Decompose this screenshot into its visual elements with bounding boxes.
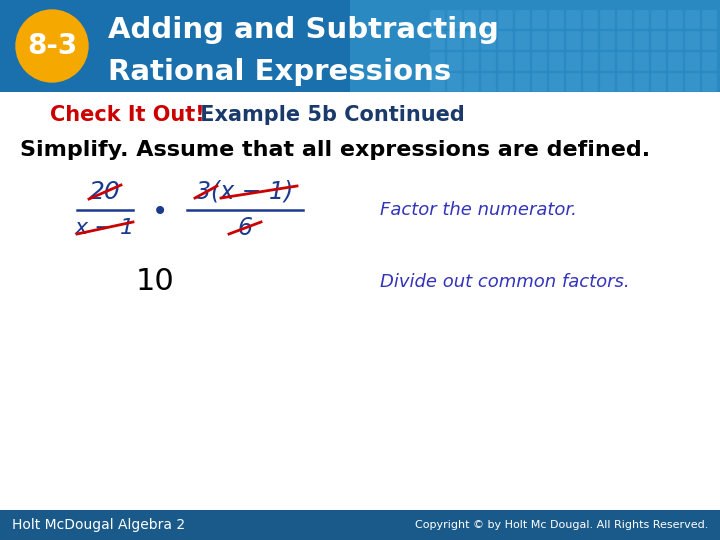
FancyBboxPatch shape [566, 10, 580, 28]
FancyBboxPatch shape [498, 10, 512, 28]
FancyBboxPatch shape [634, 73, 648, 91]
FancyBboxPatch shape [447, 10, 461, 28]
FancyBboxPatch shape [617, 52, 631, 70]
FancyBboxPatch shape [447, 52, 461, 70]
FancyBboxPatch shape [430, 73, 444, 91]
FancyBboxPatch shape [464, 31, 478, 49]
FancyBboxPatch shape [617, 10, 631, 28]
FancyBboxPatch shape [566, 73, 580, 91]
FancyBboxPatch shape [549, 52, 563, 70]
FancyBboxPatch shape [0, 0, 720, 92]
FancyBboxPatch shape [583, 31, 597, 49]
FancyBboxPatch shape [634, 31, 648, 49]
FancyBboxPatch shape [350, 0, 720, 92]
Text: Check It Out!: Check It Out! [50, 105, 204, 125]
FancyBboxPatch shape [464, 52, 478, 70]
FancyBboxPatch shape [668, 10, 682, 28]
FancyBboxPatch shape [498, 31, 512, 49]
Text: Factor the numerator.: Factor the numerator. [380, 201, 577, 219]
Circle shape [16, 10, 88, 82]
FancyBboxPatch shape [634, 52, 648, 70]
FancyBboxPatch shape [464, 73, 478, 91]
Text: 8-3: 8-3 [27, 32, 77, 60]
FancyBboxPatch shape [617, 31, 631, 49]
FancyBboxPatch shape [447, 73, 461, 91]
FancyBboxPatch shape [583, 73, 597, 91]
Text: Rational Expressions: Rational Expressions [108, 58, 451, 86]
FancyBboxPatch shape [685, 10, 699, 28]
Text: Example 5b Continued: Example 5b Continued [193, 105, 464, 125]
FancyBboxPatch shape [566, 31, 580, 49]
FancyBboxPatch shape [498, 73, 512, 91]
FancyBboxPatch shape [532, 73, 546, 91]
FancyBboxPatch shape [481, 73, 495, 91]
FancyBboxPatch shape [464, 10, 478, 28]
FancyBboxPatch shape [668, 31, 682, 49]
FancyBboxPatch shape [498, 52, 512, 70]
FancyBboxPatch shape [515, 52, 529, 70]
FancyBboxPatch shape [532, 52, 546, 70]
FancyBboxPatch shape [430, 10, 444, 28]
Text: 3(x − 1): 3(x − 1) [197, 180, 294, 204]
Text: Simplify. Assume that all expressions are defined.: Simplify. Assume that all expressions ar… [20, 140, 650, 160]
FancyBboxPatch shape [447, 31, 461, 49]
FancyBboxPatch shape [702, 31, 716, 49]
FancyBboxPatch shape [702, 10, 716, 28]
FancyBboxPatch shape [481, 52, 495, 70]
FancyBboxPatch shape [651, 31, 665, 49]
Text: 10: 10 [135, 267, 174, 296]
Text: x − 1: x − 1 [75, 218, 135, 238]
FancyBboxPatch shape [685, 31, 699, 49]
FancyBboxPatch shape [651, 73, 665, 91]
FancyBboxPatch shape [702, 52, 716, 70]
FancyBboxPatch shape [600, 10, 614, 28]
FancyBboxPatch shape [515, 31, 529, 49]
FancyBboxPatch shape [668, 52, 682, 70]
FancyBboxPatch shape [685, 52, 699, 70]
FancyBboxPatch shape [481, 31, 495, 49]
FancyBboxPatch shape [566, 52, 580, 70]
FancyBboxPatch shape [583, 52, 597, 70]
FancyBboxPatch shape [481, 10, 495, 28]
Text: 6: 6 [238, 216, 253, 240]
FancyBboxPatch shape [600, 31, 614, 49]
FancyBboxPatch shape [549, 73, 563, 91]
FancyBboxPatch shape [617, 73, 631, 91]
FancyBboxPatch shape [515, 10, 529, 28]
FancyBboxPatch shape [702, 73, 716, 91]
FancyBboxPatch shape [600, 52, 614, 70]
FancyBboxPatch shape [430, 31, 444, 49]
FancyBboxPatch shape [583, 10, 597, 28]
FancyBboxPatch shape [651, 52, 665, 70]
FancyBboxPatch shape [634, 10, 648, 28]
Text: Adding and Subtracting: Adding and Subtracting [108, 16, 499, 44]
FancyBboxPatch shape [549, 10, 563, 28]
Text: Holt McDougal Algebra 2: Holt McDougal Algebra 2 [12, 518, 185, 532]
FancyBboxPatch shape [0, 510, 720, 540]
Text: 20: 20 [89, 180, 121, 204]
Text: Copyright © by Holt Mc Dougal. All Rights Reserved.: Copyright © by Holt Mc Dougal. All Right… [415, 520, 708, 530]
Text: Divide out common factors.: Divide out common factors. [380, 273, 629, 291]
FancyBboxPatch shape [430, 52, 444, 70]
FancyBboxPatch shape [668, 73, 682, 91]
FancyBboxPatch shape [532, 31, 546, 49]
FancyBboxPatch shape [685, 73, 699, 91]
FancyBboxPatch shape [651, 10, 665, 28]
FancyBboxPatch shape [549, 31, 563, 49]
Text: •: • [152, 198, 168, 226]
FancyBboxPatch shape [515, 73, 529, 91]
FancyBboxPatch shape [532, 10, 546, 28]
FancyBboxPatch shape [600, 73, 614, 91]
